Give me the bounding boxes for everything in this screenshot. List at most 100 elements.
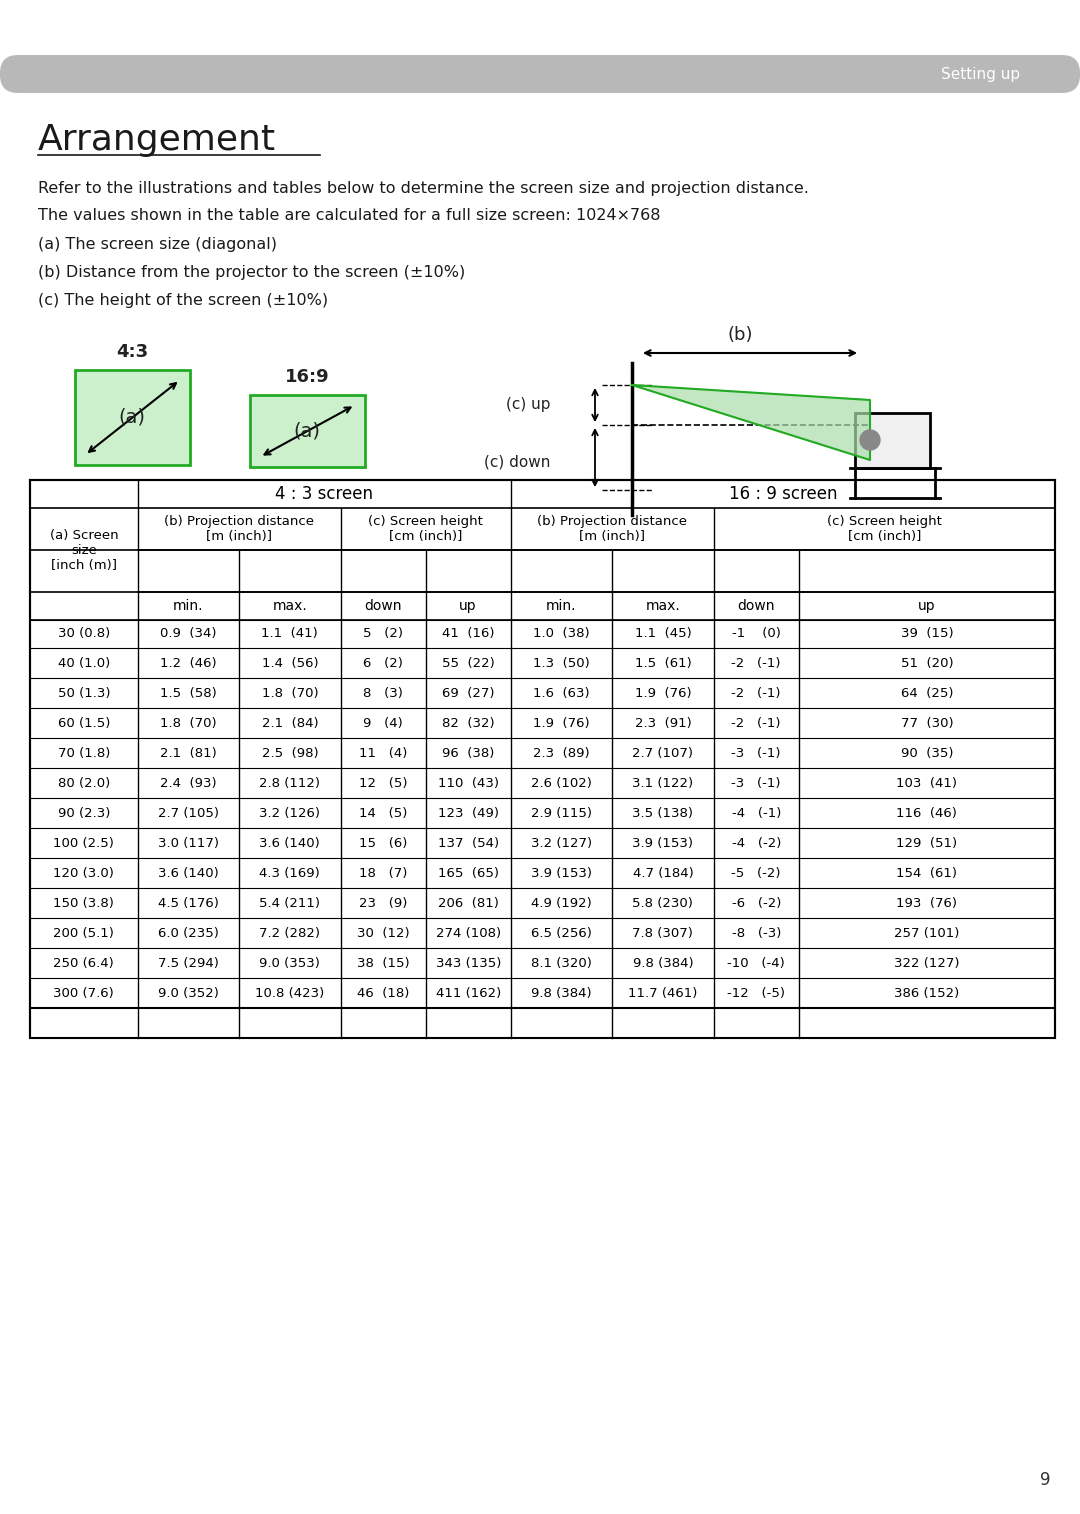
Text: 3.0 (117): 3.0 (117) (158, 837, 219, 849)
Text: 90  (35): 90 (35) (901, 746, 954, 760)
Text: 1.4  (56): 1.4 (56) (261, 657, 319, 669)
Text: 123  (49): 123 (49) (437, 807, 499, 819)
Text: 129  (51): 129 (51) (896, 837, 958, 849)
Text: 3.2 (126): 3.2 (126) (259, 807, 321, 819)
Text: max.: max. (272, 600, 307, 613)
Text: 70 (1.8): 70 (1.8) (57, 746, 110, 760)
Bar (75, 369, 190, 465)
Text: 206  (81): 206 (81) (437, 896, 499, 910)
Text: -12   (-5): -12 (-5) (727, 987, 785, 999)
Text: 6.0 (235): 6.0 (235) (158, 927, 219, 940)
Text: The values shown in the table are calculated for a full size screen: 1024×768: The values shown in the table are calcul… (38, 209, 661, 224)
Text: 9   (4): 9 (4) (363, 716, 403, 730)
Text: 200 (5.1): 200 (5.1) (53, 927, 114, 940)
Text: 2.8 (112): 2.8 (112) (259, 777, 321, 789)
Text: 1.6  (63): 1.6 (63) (534, 686, 590, 699)
Text: 90 (2.3): 90 (2.3) (57, 807, 110, 819)
Text: (b) Projection distance
[m (inch)]: (b) Projection distance [m (inch)] (164, 515, 314, 544)
Text: (a): (a) (294, 421, 321, 441)
Text: 1.9  (76): 1.9 (76) (635, 686, 691, 699)
Text: 2.7 (105): 2.7 (105) (158, 807, 219, 819)
Text: -2   (-1): -2 (-1) (731, 716, 781, 730)
Text: up: up (918, 600, 935, 613)
Text: 23   (9): 23 (9) (359, 896, 407, 910)
Text: -4   (-1): -4 (-1) (731, 807, 781, 819)
Text: 9.8 (384): 9.8 (384) (633, 957, 693, 969)
Text: 150 (3.8): 150 (3.8) (53, 896, 114, 910)
Text: 64  (25): 64 (25) (901, 686, 954, 699)
Text: 4.3 (169): 4.3 (169) (259, 866, 320, 880)
Text: 2.1  (84): 2.1 (84) (261, 716, 319, 730)
Text: 9.0 (353): 9.0 (353) (259, 957, 321, 969)
Text: 11.7 (461): 11.7 (461) (629, 987, 698, 999)
Text: 2.3  (91): 2.3 (91) (635, 716, 691, 730)
Text: 38  (15): 38 (15) (356, 957, 409, 969)
Text: 3.6 (140): 3.6 (140) (259, 837, 320, 849)
Text: -2   (-1): -2 (-1) (731, 686, 781, 699)
Text: up: up (459, 600, 477, 613)
Text: 16 : 9 screen: 16 : 9 screen (729, 484, 837, 503)
Text: 1.1  (45): 1.1 (45) (635, 627, 691, 640)
Text: (c) down: (c) down (484, 454, 550, 469)
Text: 165  (65): 165 (65) (437, 866, 499, 880)
Text: max.: max. (646, 600, 680, 613)
Text: 6   (2): 6 (2) (363, 657, 403, 669)
Text: 1.0  (38): 1.0 (38) (534, 627, 590, 640)
Text: 69  (27): 69 (27) (442, 686, 495, 699)
Text: 6.5 (256): 6.5 (256) (531, 927, 592, 940)
Text: min.: min. (546, 600, 577, 613)
Text: 46  (18): 46 (18) (356, 987, 409, 999)
Text: -10   (-4): -10 (-4) (727, 957, 785, 969)
Text: 80 (2.0): 80 (2.0) (57, 777, 110, 789)
Text: 77  (30): 77 (30) (901, 716, 954, 730)
Text: (c) Screen height
[cm (inch)]: (c) Screen height [cm (inch)] (368, 515, 483, 544)
Text: 137  (54): 137 (54) (437, 837, 499, 849)
Text: 1.5  (58): 1.5 (58) (160, 686, 217, 699)
Text: (a) Screen
size
[inch (m)]: (a) Screen size [inch (m)] (50, 528, 118, 571)
Text: 2.1  (81): 2.1 (81) (160, 746, 217, 760)
Text: 257 (101): 257 (101) (894, 927, 959, 940)
Text: 7.5 (294): 7.5 (294) (158, 957, 219, 969)
Text: 116  (46): 116 (46) (896, 807, 957, 819)
Text: 1.3  (50): 1.3 (50) (534, 657, 590, 669)
Text: 39  (15): 39 (15) (901, 627, 954, 640)
Text: 11   (4): 11 (4) (359, 746, 407, 760)
Text: 51  (20): 51 (20) (901, 657, 954, 669)
Text: 30 (0.8): 30 (0.8) (57, 627, 110, 640)
Text: (b) Distance from the projector to the screen (±10%): (b) Distance from the projector to the s… (38, 265, 465, 280)
Text: 9.8 (384): 9.8 (384) (531, 987, 592, 999)
Text: 9.0 (352): 9.0 (352) (158, 987, 219, 999)
Text: down: down (364, 600, 402, 613)
Text: down: down (738, 600, 775, 613)
Text: 40 (1.0): 40 (1.0) (57, 657, 110, 669)
Text: (c) Screen height
[cm (inch)]: (c) Screen height [cm (inch)] (827, 515, 942, 544)
Text: 55  (22): 55 (22) (442, 657, 495, 669)
Text: (b) Projection distance
[m (inch)]: (b) Projection distance [m (inch)] (537, 515, 687, 544)
Text: 4 : 3 screen: 4 : 3 screen (275, 484, 374, 503)
Text: 300 (7.6): 300 (7.6) (53, 987, 114, 999)
Bar (855, 413, 930, 468)
Text: 18   (7): 18 (7) (359, 866, 407, 880)
Text: 4.9 (192): 4.9 (192) (531, 896, 592, 910)
Text: -4   (-2): -4 (-2) (731, 837, 781, 849)
Text: 30  (12): 30 (12) (356, 927, 409, 940)
Text: 103  (41): 103 (41) (896, 777, 957, 789)
Text: (a) The screen size (diagonal): (a) The screen size (diagonal) (38, 236, 276, 251)
Text: 4:3: 4:3 (116, 344, 148, 360)
Text: Arrangement: Arrangement (38, 123, 276, 157)
Polygon shape (632, 385, 870, 460)
Circle shape (860, 430, 880, 450)
Text: 9: 9 (1040, 1472, 1050, 1488)
Text: 1.2  (46): 1.2 (46) (160, 657, 217, 669)
Text: 2.7 (107): 2.7 (107) (633, 746, 693, 760)
Text: 193  (76): 193 (76) (896, 896, 957, 910)
Text: 8.1 (320): 8.1 (320) (531, 957, 592, 969)
Text: 1.5  (61): 1.5 (61) (635, 657, 691, 669)
Text: 3.9 (153): 3.9 (153) (531, 866, 592, 880)
Text: Setting up: Setting up (941, 68, 1020, 82)
Text: 1.8  (70): 1.8 (70) (261, 686, 319, 699)
Text: 7.2 (282): 7.2 (282) (259, 927, 321, 940)
Text: 50 (1.3): 50 (1.3) (57, 686, 110, 699)
Text: 4.7 (184): 4.7 (184) (633, 866, 693, 880)
Text: 2.6 (102): 2.6 (102) (531, 777, 592, 789)
